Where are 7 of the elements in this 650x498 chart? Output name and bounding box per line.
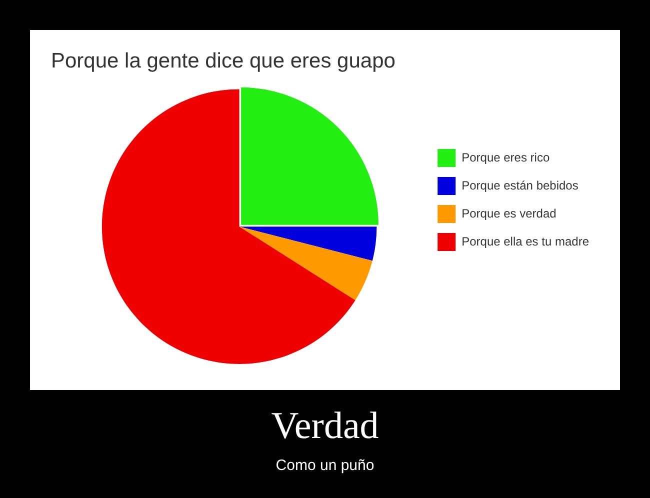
text: Como un puño <box>274 457 376 474</box>
legend-label: Porque están bebidos <box>462 178 578 192</box>
chart-title: Porque la gente dice que eres guapo <box>51 49 396 72</box>
text: Verdad <box>270 404 380 448</box>
legend-label: Porque ella es tu madre <box>462 234 590 248</box>
legend-label: Porque es verdad <box>462 206 556 220</box>
legend-label: Porque eres rico <box>462 150 550 164</box>
